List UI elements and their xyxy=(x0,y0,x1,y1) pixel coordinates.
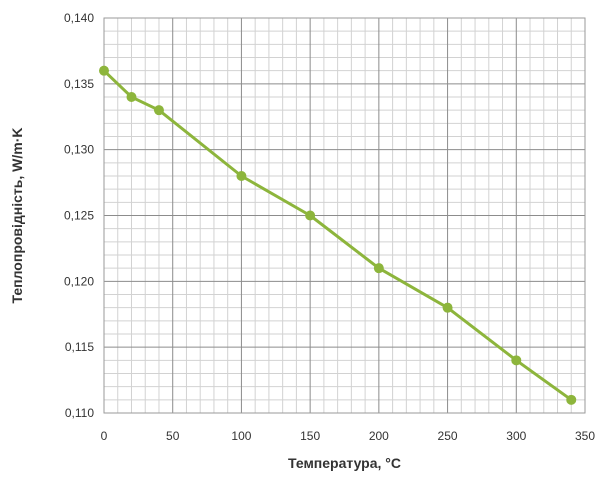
y-tick-label: 0,125 xyxy=(64,209,94,223)
y-tick-label: 0,115 xyxy=(65,340,94,354)
y-tick-label: 0,130 xyxy=(64,143,94,157)
x-tick-label: 150 xyxy=(300,429,320,443)
data-point xyxy=(511,355,522,366)
data-point xyxy=(442,302,453,313)
x-axis-title: Температура, °C xyxy=(288,455,401,471)
x-tick-label: 100 xyxy=(231,429,251,443)
data-point xyxy=(236,171,247,181)
x-tick-label: 350 xyxy=(575,429,595,443)
y-tick-label: 0,140 xyxy=(64,11,94,25)
series-layer xyxy=(99,65,577,405)
plot-area-frame xyxy=(103,17,586,414)
x-tick-label: 300 xyxy=(506,429,526,443)
y-tick-label: 0,120 xyxy=(64,274,94,288)
x-tick-label: 250 xyxy=(438,429,458,443)
data-point xyxy=(305,210,316,221)
data-point xyxy=(126,92,137,102)
data-point xyxy=(373,263,384,274)
x-tick-label: 50 xyxy=(166,429,180,443)
y-axis-tick-labels: 0,110 0,115 0,120 0,125 0,130 0,135 0,140 xyxy=(64,11,94,420)
y-tick-label: 0,110 xyxy=(65,406,94,420)
x-axis-tick-labels: 0 50 100 150 200 250 300 350 xyxy=(101,429,596,443)
x-tick-label: 200 xyxy=(369,429,389,443)
data-point xyxy=(153,105,164,116)
data-point xyxy=(99,65,109,76)
x-tick-label: 0 xyxy=(101,429,108,443)
y-tick-label: 0,135 xyxy=(64,77,94,91)
data-point xyxy=(566,394,577,405)
y-axis-title: Теплопровідність, W/m·K xyxy=(9,128,25,304)
